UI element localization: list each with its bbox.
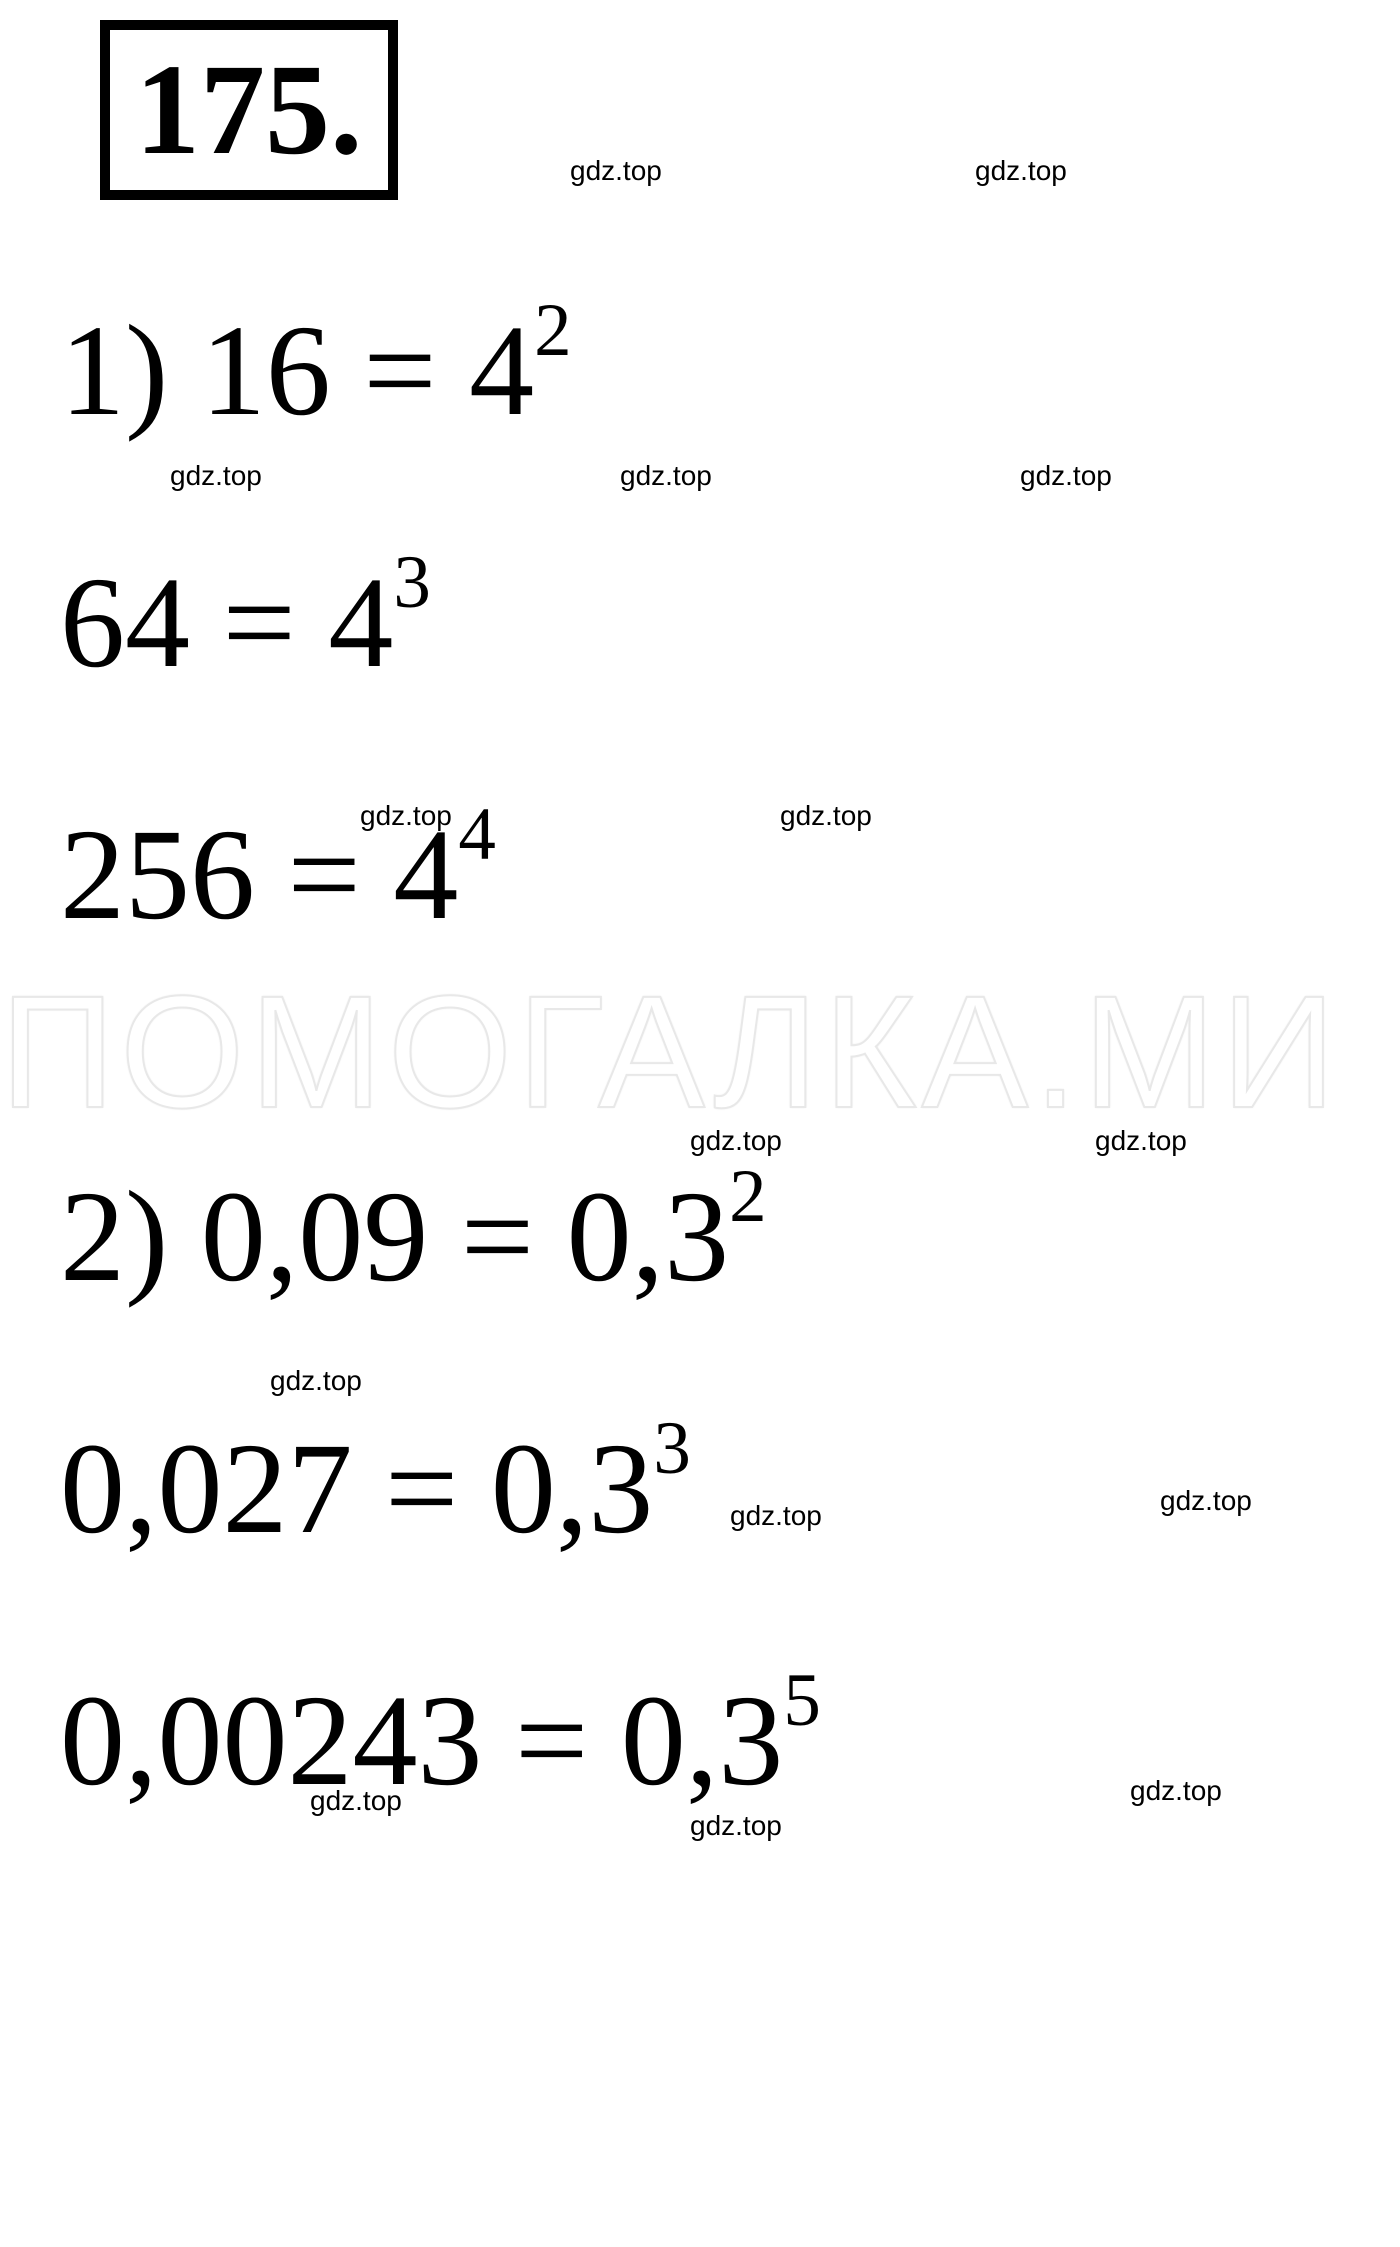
watermark-text: gdz.top bbox=[1095, 1125, 1187, 1157]
equation-exponent: 3 bbox=[393, 541, 431, 624]
part-2-marker: 2) bbox=[60, 1146, 168, 1328]
equation-base: 0,3 bbox=[621, 1669, 784, 1813]
equals-sign: = bbox=[461, 1165, 534, 1309]
watermark-text: gdz.top bbox=[310, 1785, 402, 1817]
equals-sign: = bbox=[363, 299, 436, 443]
watermark-text: gdz.top bbox=[620, 460, 712, 492]
equation-lhs: 0,09 bbox=[201, 1165, 429, 1309]
watermark-text: gdz.top bbox=[690, 1810, 782, 1842]
watermark-text: gdz.top bbox=[690, 1125, 782, 1157]
watermark-text: gdz.top bbox=[1130, 1775, 1222, 1807]
equation-exponent: 2 bbox=[534, 289, 572, 372]
equation-exponent: 3 bbox=[653, 1407, 691, 1490]
equation-exponent: 2 bbox=[729, 1155, 767, 1238]
part-1-marker: 1) bbox=[60, 280, 168, 462]
equation-lhs: 16 bbox=[201, 299, 331, 443]
watermark-text: gdz.top bbox=[360, 800, 452, 832]
big-watermark: ПОМОГАЛКА.МИ bbox=[0, 960, 1341, 1144]
watermark-text: gdz.top bbox=[1160, 1485, 1252, 1517]
part-1: 1) 16 = 42 64 = 43 256 = 44 bbox=[60, 280, 1340, 966]
equation-base: 0,3 bbox=[567, 1165, 730, 1309]
problem-number-box: 175. bbox=[100, 20, 398, 200]
watermark-text: gdz.top bbox=[780, 800, 872, 832]
equals-sign: = bbox=[223, 551, 296, 695]
equation-lhs: 256 bbox=[60, 803, 255, 947]
equals-sign: = bbox=[288, 803, 361, 947]
part-2: 2) 0,09 = 0,32 0,027 = 0,33 0,00243 = 0,… bbox=[60, 1146, 1340, 1832]
watermark-text: gdz.top bbox=[1020, 460, 1112, 492]
equals-sign: = bbox=[515, 1669, 588, 1813]
equals-sign: = bbox=[385, 1417, 458, 1561]
equation-row: 64 = 43 bbox=[60, 532, 1340, 714]
watermark-text: gdz.top bbox=[730, 1500, 822, 1532]
equation-row: 1) 16 = 42 bbox=[60, 280, 1340, 462]
equation-lhs: 0,00243 bbox=[60, 1669, 483, 1813]
watermark-text: gdz.top bbox=[975, 155, 1067, 187]
equation-base: 0,3 bbox=[491, 1417, 654, 1561]
problem-number: 175. bbox=[135, 38, 363, 182]
watermark-text: gdz.top bbox=[270, 1365, 362, 1397]
equation-row: 2) 0,09 = 0,32 bbox=[60, 1146, 1340, 1328]
equation-lhs: 0,027 bbox=[60, 1417, 353, 1561]
equation-base: 4 bbox=[328, 551, 393, 695]
equation-row: 256 = 44 bbox=[60, 784, 1340, 966]
equation-exponent: 4 bbox=[458, 793, 496, 876]
watermark-text: gdz.top bbox=[170, 460, 262, 492]
equation-base: 4 bbox=[469, 299, 534, 443]
equation-row: 0,027 = 0,33 bbox=[60, 1398, 1340, 1580]
equation-exponent: 5 bbox=[783, 1659, 821, 1742]
watermark-text: gdz.top bbox=[570, 155, 662, 187]
equation-lhs: 64 bbox=[60, 551, 190, 695]
